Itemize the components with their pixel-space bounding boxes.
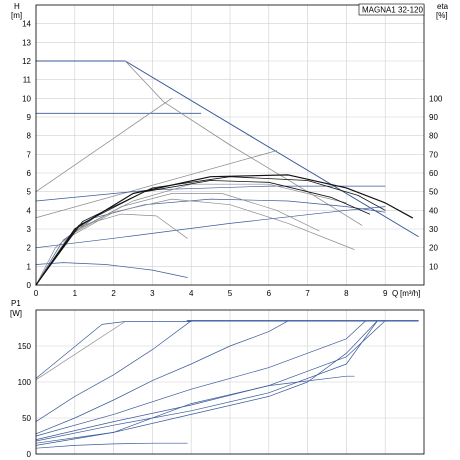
bottom-series-group (35, 320, 419, 449)
h-axis-unit: [m] (11, 11, 22, 20)
top-series-line-3 (35, 97, 173, 193)
eta-tick-label: 40 (429, 206, 438, 215)
bottom-series-line-4 (35, 320, 192, 422)
h-tick-label: 13 (22, 38, 31, 47)
p1-tick-label: 0 (27, 450, 32, 459)
top-grid (35, 5, 424, 286)
h-tick-label: 3 (27, 225, 32, 234)
bottom-series-line-10 (35, 375, 355, 446)
q-tick-label: 9 (383, 289, 388, 298)
p1-axis-unit: [W] (10, 309, 22, 318)
top-series-line-5 (35, 150, 277, 219)
eta-tick-label: 20 (429, 244, 438, 253)
h-tick-label: 9 (27, 113, 32, 122)
h-tick-label: 6 (27, 169, 32, 178)
p1-tick-label: 100 (18, 378, 32, 387)
top-series-line-13 (35, 193, 320, 286)
power-panel: 0 50 100 150 P1 [W] (10, 299, 425, 459)
q-axis-label: Q (392, 289, 398, 298)
bottom-series-line-2 (35, 321, 192, 379)
bottom-series-line-8 (35, 320, 378, 442)
h-tick-label: 4 (27, 206, 32, 215)
top-series-line-14 (35, 174, 413, 286)
h-tick-label: 0 (27, 281, 32, 290)
pump-model-box (358, 3, 425, 16)
h-tick-label: 2 (27, 244, 32, 253)
q-tick-label: 1 (73, 289, 78, 298)
eta-tick-label: 100 (429, 94, 443, 103)
bottom-series-line-3 (35, 321, 126, 381)
bottom-grid (35, 310, 424, 455)
head-efficiency-panel: 0123456789101112131410203040506070809010… (11, 2, 449, 298)
h-tick-label: 1 (27, 262, 32, 271)
top-plot-frame (35, 4, 425, 286)
q-tick-label: 5 (228, 289, 233, 298)
eta-axis-unit: [%] (436, 11, 448, 20)
bottom-plot-frame (35, 309, 425, 455)
top-tick-labels: 0123456789101112131410203040506070809010… (22, 20, 443, 298)
h-tick-label: 8 (27, 132, 32, 141)
eta-tick-label: 10 (429, 262, 438, 271)
q-tick-label: 6 (267, 289, 272, 298)
eta-tick-label: 30 (429, 225, 438, 234)
q-tick-label: 0 (34, 289, 39, 298)
bottom-series-line-6 (35, 320, 367, 437)
top-series-line-16 (35, 180, 371, 286)
eta-tick-label: 70 (429, 150, 438, 159)
eta-tick-label: 90 (429, 113, 438, 122)
top-series-line-4 (124, 60, 363, 226)
q-tick-label: 3 (150, 289, 155, 298)
q-tick-label: 2 (111, 289, 116, 298)
q-tick-label: 8 (344, 289, 349, 298)
bottom-series-line-11 (35, 442, 188, 449)
top-series-line-10 (35, 213, 188, 286)
top-series-line-15 (35, 176, 386, 286)
pump-model-title: MAGNA1 32-120 (362, 6, 423, 15)
p1-tick-label: 150 (18, 342, 32, 351)
top-series-line-9 (35, 198, 386, 286)
h-tick-label: 10 (22, 94, 31, 103)
h-tick-label: 14 (22, 20, 31, 29)
p1-axis-label: P1 (11, 299, 21, 308)
eta-tick-label: 80 (429, 132, 438, 141)
h-tick-label: 11 (23, 76, 32, 85)
h-tick-label: 7 (27, 150, 32, 159)
h-tick-label: 12 (22, 57, 31, 66)
bottom-series-line-7 (35, 320, 386, 440)
bottom-series-line-5 (35, 320, 289, 435)
top-series-group (35, 60, 419, 286)
bottom-tick-labels: 0 50 100 150 (18, 342, 32, 459)
p1-tick-label: 50 (22, 414, 31, 423)
eta-tick-label: 60 (429, 169, 438, 178)
eta-tick-label: 50 (429, 188, 438, 197)
h-tick-label: 5 (27, 188, 32, 197)
top-series-line-11 (35, 198, 355, 286)
eta-axis-label: eta (437, 2, 449, 11)
h-axis-label: H (14, 2, 20, 11)
top-series-line-7 (35, 206, 386, 249)
q-tick-label: 4 (189, 289, 194, 298)
q-axis-unit: [m³/h] (400, 289, 420, 298)
q-tick-label: 7 (305, 289, 310, 298)
top-series-line-8 (35, 262, 188, 278)
